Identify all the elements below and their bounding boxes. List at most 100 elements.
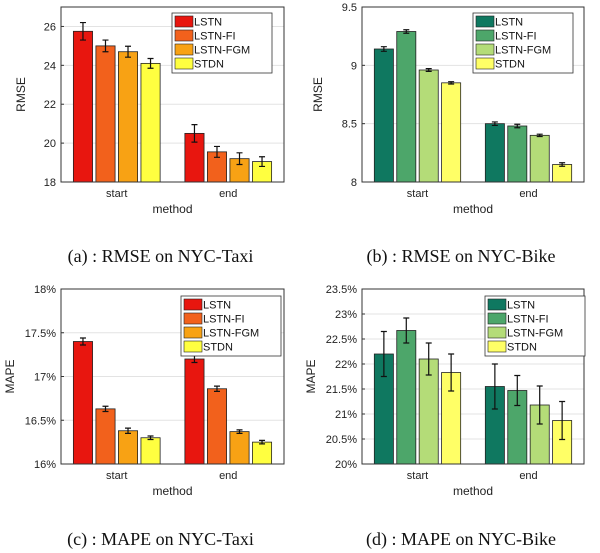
bar-start-lstn [72,30,93,183]
y-tick-label: 9.5 [342,2,357,14]
bar-end-lstn-fgm [529,134,550,183]
legend-label: STDN [495,59,525,71]
y-tick-label: 16.5% [25,415,56,427]
y-axis-label: RMSE [311,77,325,112]
legend-swatch [183,312,203,325]
x-axis-label: method [453,484,493,498]
error-bar [425,342,432,376]
legend-label: STDN [507,342,537,354]
error-bar [236,429,243,434]
legend: LSTN LSTN-FI LSTN-FGM STDN [180,295,282,357]
y-tick-label: 17% [34,372,56,384]
bar-start-lstn-fi [95,408,116,465]
bar-start-stdn [140,62,161,183]
chart-panel-d: 20% 20.5% 21% 21.5% 22% 22.5% 23% 23.5% start end… [304,284,586,550]
x-tick-label: start [106,470,127,482]
y-tick-label: 8.5 [342,119,357,131]
plot-frame [361,288,585,465]
error-bar [259,156,266,168]
bar-start-lstn [72,341,93,465]
legend-swatch [475,57,495,70]
y-tick-label: 22 [44,99,56,111]
x-tick-label: end [219,470,237,482]
error-bar [147,435,154,441]
y-axis-label: MAPE [3,359,17,393]
bar-start-lstn-fi [95,45,116,183]
error-bar [102,39,109,53]
y-tick-label: 9 [351,60,357,72]
error-bar [425,68,432,72]
x-tick-label: end [519,188,537,200]
y-tick-label: 16% [34,459,56,471]
y-tick-label: 23.5% [326,284,357,296]
error-bar [559,162,566,167]
x-tick-label: start [407,470,428,482]
error-bar [536,385,543,425]
y-tick-label: 21.5% [326,384,357,396]
bar-start-lstn-fi [396,330,417,465]
y-tick-label: 23% [335,309,357,321]
error-bar [79,21,86,41]
bar-start-lstn-fgm [118,430,139,465]
error-bar [448,353,455,392]
error-bar [380,330,387,378]
legend-swatch [174,29,194,42]
legend-label: LSTN [194,17,222,29]
y-tick-label: 22% [335,359,357,371]
error-bar [559,400,566,441]
panel-caption: (d) : MAPE on NYC-Bike [366,529,556,550]
bar-end-lstn-fi [507,125,528,183]
legend-label: LSTN-FGM [507,328,563,340]
y-tick-label: 17.5% [25,328,56,340]
x-tick-label: end [519,470,537,482]
error-bar [213,145,220,158]
legend-label: STDN [194,59,224,71]
legend-swatch [475,15,495,28]
legend-label: LSTN-FGM [495,45,551,57]
legend-swatch [487,326,507,339]
y-tick-label: 26 [44,21,56,33]
legend-swatch [174,43,194,56]
legend-label: LSTN-FI [194,31,236,43]
legend-swatch [174,57,194,70]
error-bar [259,439,266,445]
legend-label: LSTN-FI [203,314,245,326]
bar-end-stdn [552,164,573,183]
legend-swatch [487,298,507,311]
x-tick-label: start [407,188,428,200]
error-bar [491,363,498,410]
y-axis-label: RMSE [14,77,28,112]
y-tick-label: 18% [34,284,56,296]
legend-label: LSTN-FGM [203,328,259,340]
legend-label: LSTN-FGM [194,45,250,57]
error-bar [403,317,410,344]
y-tick-label: 20.5% [326,434,357,446]
legend-swatch [475,43,495,56]
error-bar [125,427,132,434]
error-bar [514,374,521,407]
bar-start-lstn-fgm [418,69,439,183]
error-bar [491,121,498,127]
bar-start-stdn [441,82,462,183]
x-tick-label: end [219,188,237,200]
legend-label: LSTN [507,300,535,312]
bar-end-stdn [252,441,273,465]
plot-frame [60,6,285,183]
x-tick-label: start [106,188,127,200]
legend-swatch [487,340,507,353]
y-tick-label: 20% [335,459,357,471]
bar-start-stdn [140,437,161,465]
panel-caption: (b) : RMSE on NYC-Bike [367,246,556,267]
panel-caption: (a) : RMSE on NYC-Taxi [68,246,254,267]
y-tick-label: 8 [351,177,357,189]
y-tick-label: 18 [44,177,56,189]
error-bar [236,152,243,166]
legend-swatch [183,326,203,339]
bar-end-lstn-fgm [229,431,250,465]
legend: LSTN LSTN-FI LSTN-FGM STDN [472,12,574,74]
legend-swatch [174,15,194,28]
x-axis-label: method [152,202,192,216]
error-bar [125,45,132,58]
